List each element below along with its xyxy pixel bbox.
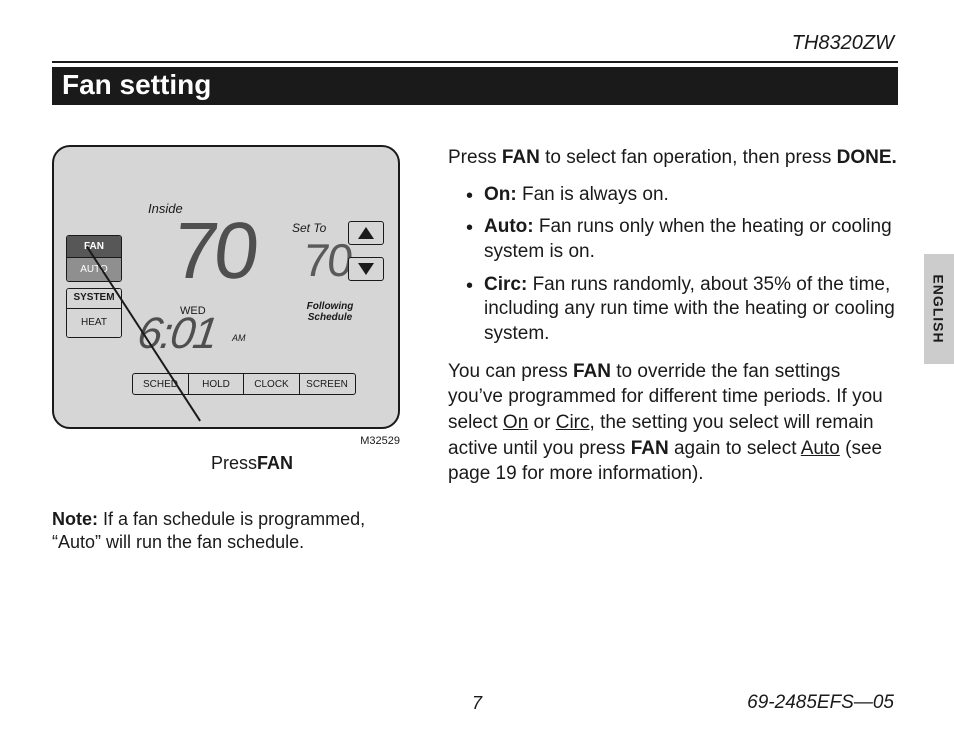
bullet-on: On: Fan is always on. xyxy=(466,183,898,208)
language-tab: ENGLISH xyxy=(924,254,954,364)
top-rule xyxy=(52,61,898,63)
screen-button[interactable]: SCREEN xyxy=(299,373,356,395)
section-title: Fan setting xyxy=(52,67,898,105)
note-text: Note: If a fan schedule is programmed, “… xyxy=(52,508,412,555)
arrow-down-icon xyxy=(358,263,374,275)
arrow-up-icon xyxy=(358,227,374,239)
bullet-circ: Circ: Fan runs randomly, about 35% of th… xyxy=(466,273,898,347)
figure-id: M32529 xyxy=(360,435,400,447)
override-paragraph: You can press FAN to override the fan se… xyxy=(448,359,898,487)
model-number: TH8320ZW xyxy=(52,32,898,55)
ampm-label: AM xyxy=(232,333,246,343)
clock-button[interactable]: CLOCK xyxy=(243,373,300,395)
following-schedule-label: Following Schedule xyxy=(300,301,360,323)
bullet-auto: Auto: Fan runs only when the heating or … xyxy=(466,215,898,264)
thermostat-figure: FAN AUTO SYSTEM HEAT Inside 70 Set To 70 xyxy=(52,145,400,429)
clock-value: 6:01 xyxy=(134,309,219,359)
fan-button[interactable]: FAN xyxy=(67,236,121,257)
bottom-button-row: SCHED HOLD CLOCK SCREEN xyxy=(132,373,356,395)
intro-paragraph: Press FAN to select fan operation, then … xyxy=(448,145,898,171)
document-number: 69-2485EFS—05 xyxy=(747,692,894,714)
heat-button[interactable]: HEAT xyxy=(67,308,121,337)
system-button-group: SYSTEM HEAT xyxy=(66,288,122,338)
inside-temp-value: 70 xyxy=(169,205,260,297)
system-button[interactable]: SYSTEM xyxy=(67,289,121,307)
set-temp-value: 70 xyxy=(301,233,354,287)
temp-down-button[interactable] xyxy=(348,257,384,281)
hold-button[interactable]: HOLD xyxy=(188,373,245,395)
temp-up-button[interactable] xyxy=(348,221,384,245)
fan-options-list: On: Fan is always on. Auto: Fan runs onl… xyxy=(448,183,898,347)
press-fan-caption: PressFAN xyxy=(92,453,412,474)
